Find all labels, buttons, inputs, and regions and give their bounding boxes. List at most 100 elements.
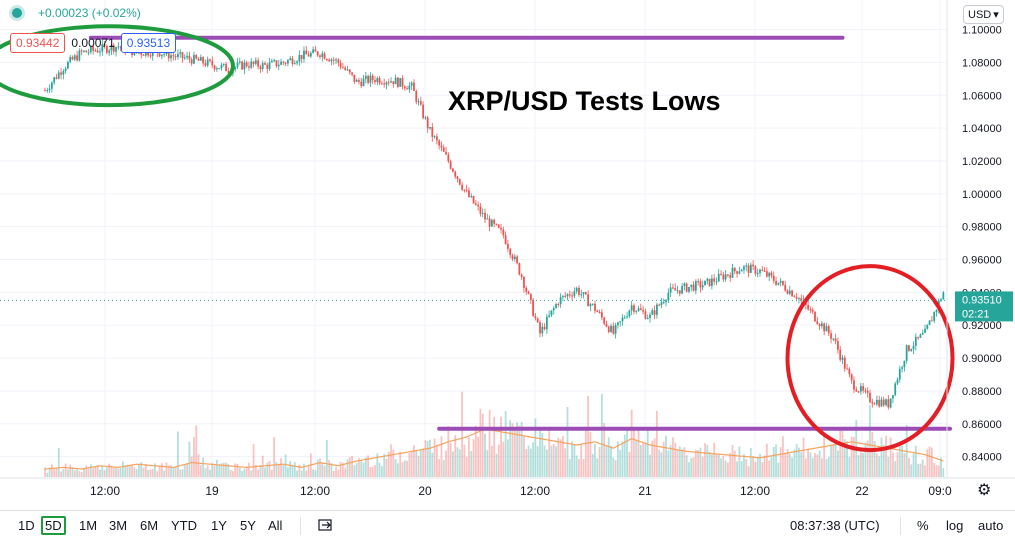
candle-body xyxy=(362,78,365,87)
candle-body xyxy=(914,336,917,346)
volume-bar xyxy=(594,444,596,477)
candle-body xyxy=(887,399,890,408)
y-tick-label: 1.08000 xyxy=(962,57,1002,69)
candle-body xyxy=(848,368,851,375)
volume-bar xyxy=(752,456,755,477)
volume-bar xyxy=(474,425,477,477)
y-tick-label: 1.02000 xyxy=(962,156,1002,168)
volume-bar xyxy=(328,459,331,477)
candle-body xyxy=(273,60,276,62)
candle-body xyxy=(85,50,88,53)
candle-body xyxy=(655,304,658,315)
candle-body xyxy=(119,46,122,48)
volume-bar xyxy=(500,416,502,477)
candle-body xyxy=(763,270,766,272)
candle-body xyxy=(48,88,51,90)
candle-body xyxy=(497,224,500,228)
candle-body xyxy=(390,81,392,83)
candle-body xyxy=(284,62,287,64)
volume-bar xyxy=(557,437,560,477)
spread-value: 0.00071 xyxy=(71,36,115,50)
volume-bar xyxy=(211,463,214,477)
volume-bar xyxy=(827,456,830,477)
candle-body xyxy=(300,54,303,60)
volume-bar xyxy=(213,465,216,477)
volume-bar xyxy=(630,409,633,477)
timeframe-all[interactable]: All xyxy=(268,518,283,533)
volume-bar xyxy=(131,464,133,477)
log-scale-toggle[interactable]: log xyxy=(946,518,964,533)
percent-scale-toggle[interactable]: % xyxy=(917,518,929,533)
volume-bar xyxy=(440,436,443,477)
candle-body xyxy=(889,398,892,408)
timeframe-1y[interactable]: 1Y xyxy=(211,518,227,533)
gear-icon[interactable]: ⚙ xyxy=(977,482,992,499)
candle-body xyxy=(484,212,486,220)
volume-bar xyxy=(729,453,732,477)
volume-bar xyxy=(103,470,106,477)
candle-body xyxy=(509,248,512,256)
timeframe-5d[interactable]: 5D xyxy=(41,516,66,535)
candle-body xyxy=(387,82,390,84)
utc-clock[interactable]: 08:37:38 (UTC) xyxy=(790,518,880,533)
timeframe-6m[interactable]: 6M xyxy=(140,518,159,533)
chevron-down-icon: ▾ xyxy=(993,9,999,21)
volume-bar xyxy=(573,444,576,477)
candle-body xyxy=(470,195,473,197)
candle-body xyxy=(704,280,706,286)
timeframe-5y[interactable]: 5Y xyxy=(240,518,256,533)
price-chart[interactable]: 0.840000.860000.880000.900000.920000.940… xyxy=(0,0,1015,510)
candle-body xyxy=(685,283,688,292)
candle-body xyxy=(580,294,583,296)
candle-body xyxy=(747,265,750,273)
volume-bar xyxy=(901,446,903,477)
volume-bar xyxy=(307,466,310,477)
candle-body xyxy=(681,286,683,294)
timeframe-3m[interactable]: 3M xyxy=(109,518,128,533)
candle-body xyxy=(399,78,402,87)
candle-body xyxy=(481,212,484,214)
volume-bar xyxy=(177,431,179,477)
volume-bar xyxy=(465,456,468,477)
volume-bar xyxy=(834,439,837,477)
auto-scale-toggle[interactable]: auto xyxy=(978,518,1004,533)
candle-body xyxy=(280,61,282,65)
candle-body xyxy=(259,66,262,70)
volume-bar xyxy=(287,467,289,477)
candle-body xyxy=(401,78,404,87)
timeframe-ytd[interactable]: YTD xyxy=(171,518,197,533)
candle-body xyxy=(853,380,855,390)
candle-body xyxy=(80,50,83,52)
timeframe-1d[interactable]: 1D xyxy=(18,518,35,533)
date-range-icon[interactable] xyxy=(318,518,334,535)
candle-body xyxy=(660,302,663,306)
candle-body xyxy=(834,338,837,342)
candle-body xyxy=(507,244,509,249)
volume-bar xyxy=(720,458,722,477)
volume-bar xyxy=(866,440,869,477)
volume-bar xyxy=(484,433,486,477)
candle-body xyxy=(353,74,356,82)
candle-body xyxy=(287,60,289,64)
candle-body xyxy=(105,46,108,53)
volume-bar xyxy=(621,441,624,477)
candle-body xyxy=(765,271,768,277)
timeframe-1m[interactable]: 1M xyxy=(79,518,98,533)
volume-bar xyxy=(795,443,798,477)
volume-bar xyxy=(289,460,292,477)
volume-bar xyxy=(62,469,65,477)
volume-bar xyxy=(848,456,851,477)
volume-bar xyxy=(73,470,76,477)
volume-bar xyxy=(600,393,603,477)
volume-bar xyxy=(44,467,46,477)
currency-selector[interactable]: USD ▾ xyxy=(963,5,1004,24)
candle-body xyxy=(296,61,298,64)
bid-price-button[interactable]: 0.93442 xyxy=(10,33,66,53)
volume-bar xyxy=(124,465,127,477)
volume-bar xyxy=(743,454,745,477)
candle-body xyxy=(53,77,56,83)
candle-body xyxy=(720,273,722,275)
candle-body xyxy=(117,46,120,48)
ask-price-button[interactable]: 0.93513 xyxy=(120,33,177,53)
candle-body xyxy=(662,302,665,304)
